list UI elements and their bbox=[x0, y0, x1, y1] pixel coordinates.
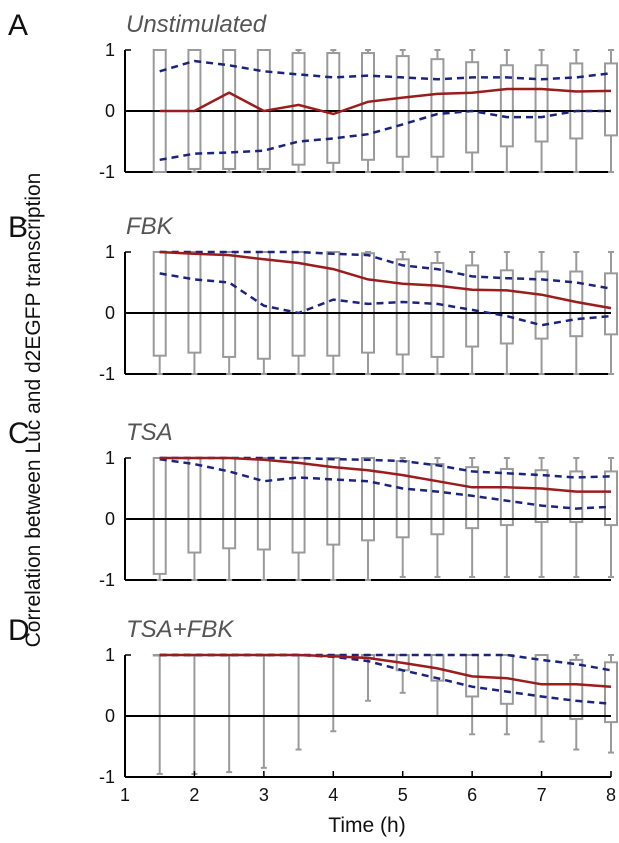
box bbox=[569, 62, 584, 140]
box bbox=[534, 64, 549, 143]
box bbox=[187, 457, 202, 554]
box bbox=[499, 269, 514, 345]
box bbox=[326, 251, 341, 357]
y-tick-label: 0 bbox=[105, 303, 115, 323]
y-tick-label: 1 bbox=[105, 40, 115, 60]
box bbox=[222, 251, 237, 358]
y-tick-label: 1 bbox=[105, 645, 115, 665]
box bbox=[604, 661, 618, 724]
x-tick-label: 4 bbox=[328, 785, 338, 805]
box bbox=[395, 460, 410, 539]
box bbox=[395, 258, 410, 356]
x-tick-label: 3 bbox=[259, 785, 269, 805]
panel-title: TSA bbox=[126, 419, 173, 446]
panel-letter: A bbox=[8, 9, 28, 42]
panel-title: FBK bbox=[126, 213, 174, 240]
panel-letter: D bbox=[8, 614, 30, 647]
y-tick-label: -1 bbox=[99, 570, 115, 590]
box bbox=[604, 62, 618, 137]
box bbox=[222, 49, 237, 170]
y-axis-label: Correlation between Luc and d2EGFP trans… bbox=[22, 173, 45, 648]
series-median bbox=[159, 653, 612, 688]
x-tick-label: 5 bbox=[398, 785, 408, 805]
box bbox=[465, 264, 480, 348]
series-median bbox=[159, 87, 612, 116]
box bbox=[534, 469, 549, 524]
box bbox=[291, 251, 306, 357]
x-axis-label: Time (h) bbox=[328, 814, 405, 837]
series-lower-quartile bbox=[159, 457, 612, 510]
box bbox=[152, 457, 167, 575]
y-tick-label: 1 bbox=[105, 448, 115, 468]
box bbox=[604, 470, 618, 527]
box bbox=[499, 64, 514, 148]
panel-title: TSA+FBK bbox=[126, 616, 234, 643]
box bbox=[569, 470, 584, 524]
panel-letter: C bbox=[8, 417, 30, 450]
y-tick-label: -1 bbox=[99, 162, 115, 182]
series-lower-quartile bbox=[159, 272, 612, 327]
y-tick-label: 0 bbox=[105, 509, 115, 529]
box bbox=[569, 658, 584, 721]
y-tick-label: -1 bbox=[99, 767, 115, 787]
box bbox=[361, 52, 375, 161]
box bbox=[430, 58, 445, 158]
series-median bbox=[159, 250, 612, 310]
y-tick-label: 0 bbox=[105, 101, 115, 121]
box bbox=[430, 261, 445, 358]
panel-letter: B bbox=[8, 211, 28, 244]
box bbox=[534, 270, 549, 340]
box bbox=[499, 467, 514, 527]
box bbox=[187, 49, 202, 170]
series-upper-quartile bbox=[159, 250, 612, 290]
box bbox=[604, 272, 618, 336]
box bbox=[395, 55, 410, 158]
x-tick-label: 1 bbox=[120, 785, 130, 805]
box bbox=[256, 457, 271, 551]
box bbox=[187, 251, 202, 354]
x-tick-label: 8 bbox=[606, 785, 616, 805]
x-tick-label: 6 bbox=[467, 785, 477, 805]
y-tick-label: -1 bbox=[99, 364, 115, 384]
box bbox=[465, 466, 480, 530]
box bbox=[152, 251, 167, 357]
x-tick-label: 2 bbox=[189, 785, 199, 805]
box bbox=[465, 61, 480, 154]
box bbox=[326, 52, 341, 164]
series-median bbox=[159, 456, 611, 493]
y-tick-label: 1 bbox=[105, 242, 115, 262]
box bbox=[326, 457, 341, 546]
box bbox=[430, 463, 445, 536]
panel-title: Unstimulated bbox=[126, 11, 267, 38]
box bbox=[291, 52, 306, 166]
box bbox=[291, 457, 306, 554]
x-tick-label: 7 bbox=[537, 785, 547, 805]
series-upper-quartile bbox=[159, 59, 612, 81]
series-lower-quartile bbox=[159, 109, 611, 162]
y-tick-label: 0 bbox=[105, 706, 115, 726]
